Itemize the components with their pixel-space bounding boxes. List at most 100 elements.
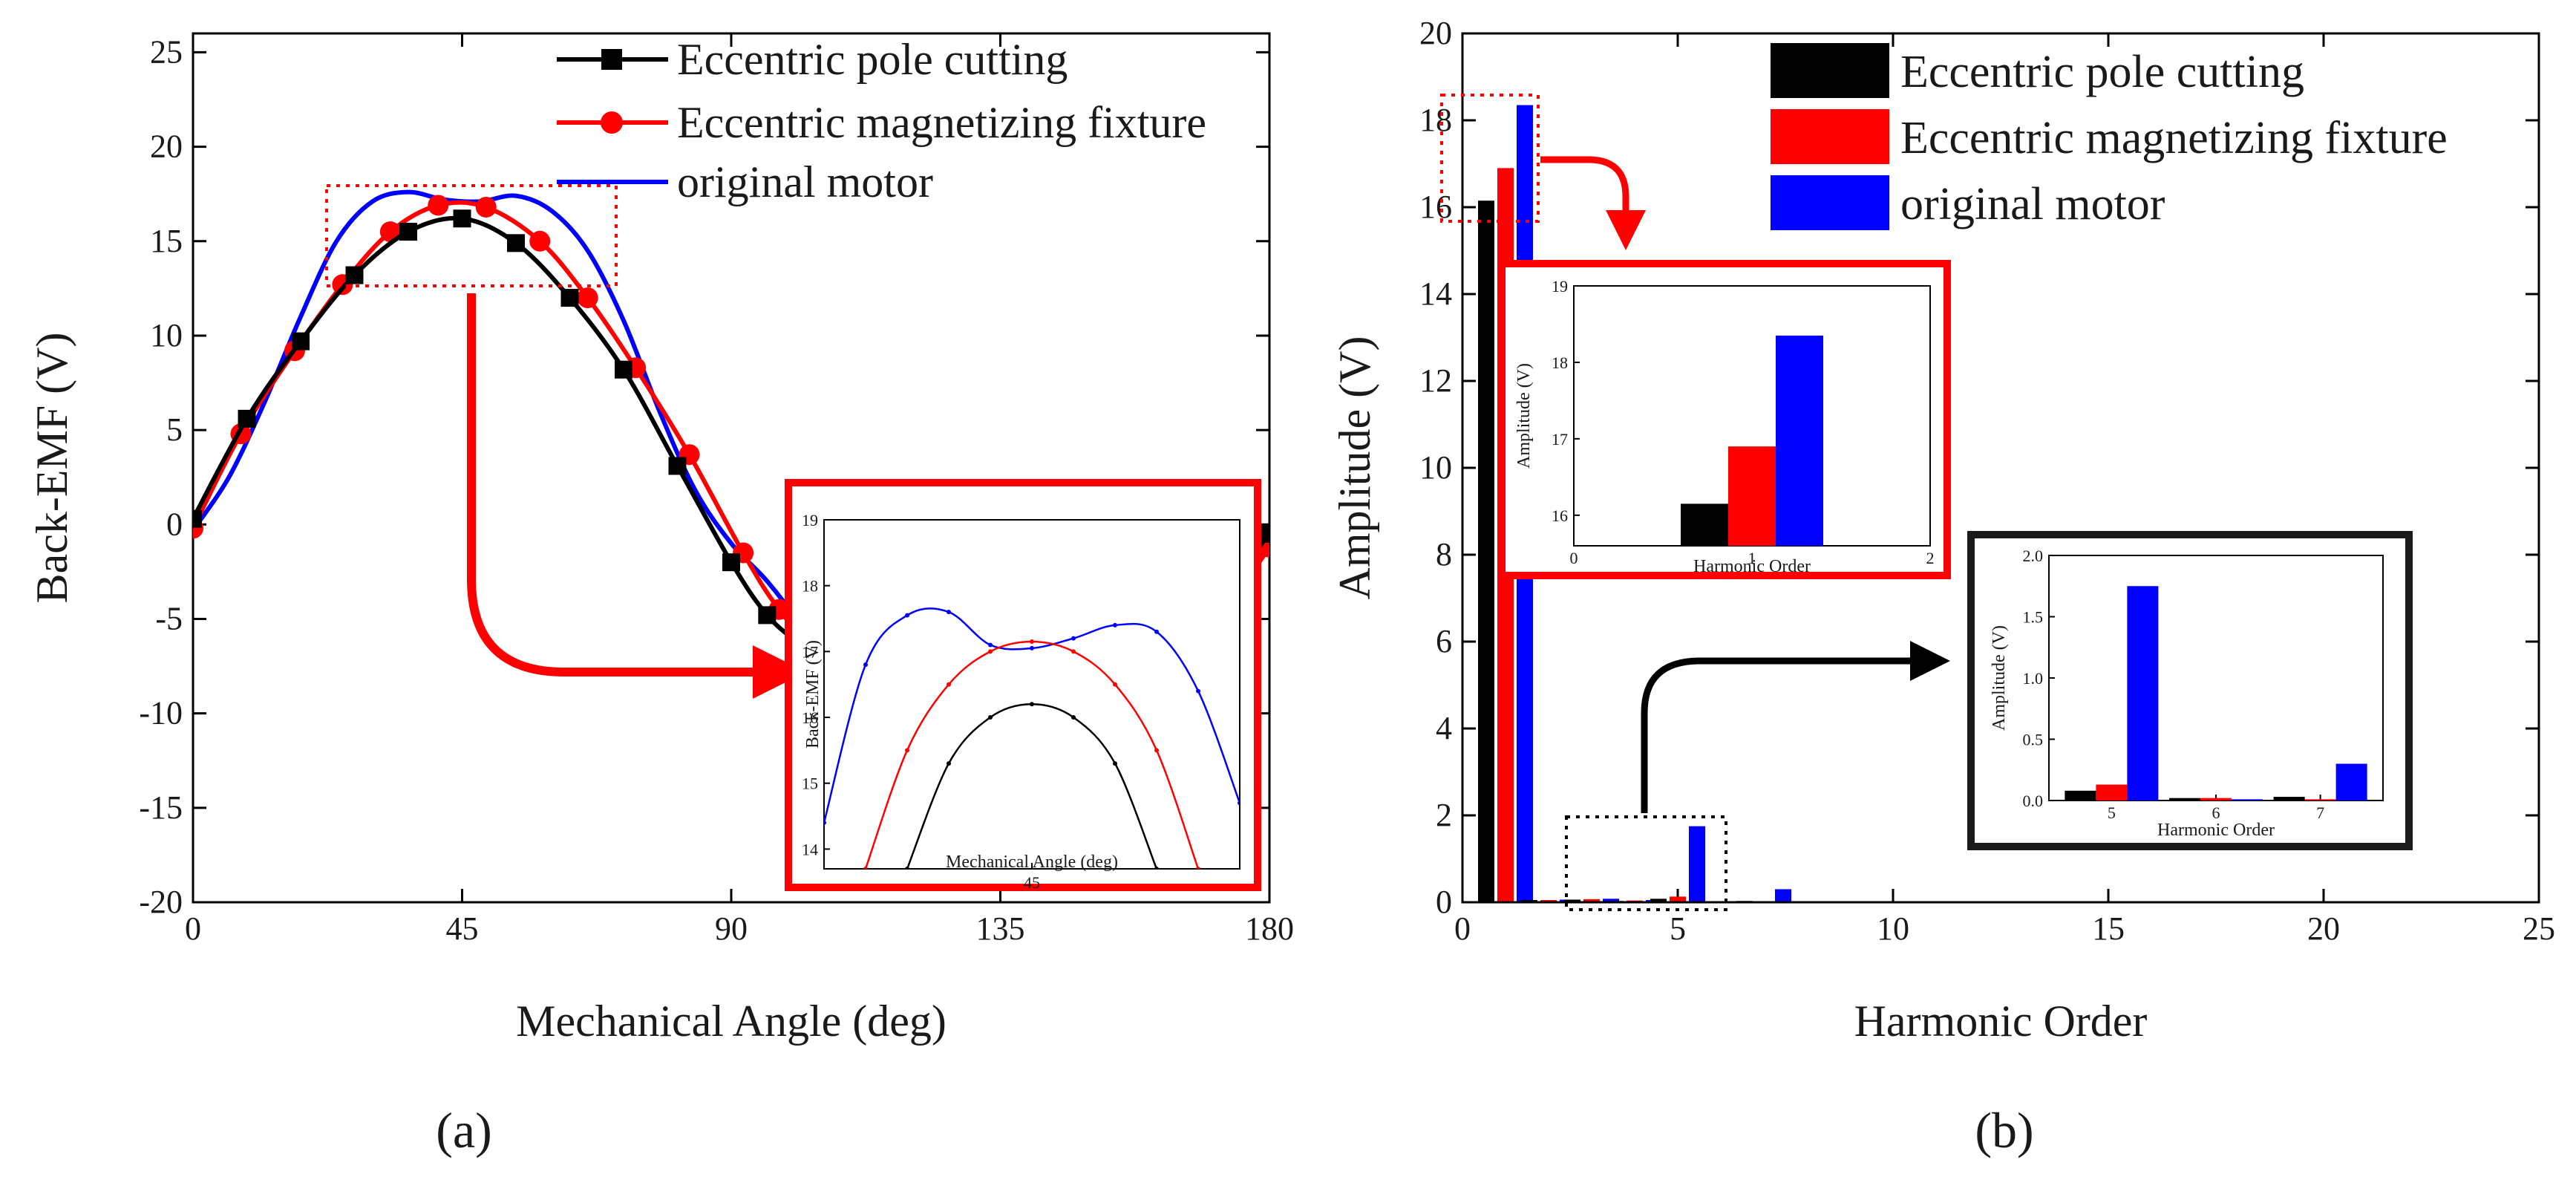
bar-original-motor-h5	[1689, 826, 1705, 902]
panel-b-x-ticks: 0 5 10 15 20 25	[1454, 33, 2555, 947]
bar-eccentric-magnetizing-fixture-h5	[1670, 896, 1686, 902]
panel-b-inset-fundamental-ylabel: Amplitude (V)	[1514, 363, 1534, 469]
marker-eccentric-pole-cutting	[722, 553, 740, 572]
inset-marker-eccentric-magnetizing-fixture	[947, 682, 951, 687]
inset-marker-original-motor	[1154, 629, 1159, 634]
inset-marker-eccentric-pole-cutting	[1113, 761, 1117, 766]
inset-a-ytick-label: 17	[802, 642, 818, 661]
legend-b-swatch-original	[1771, 175, 1889, 230]
panel-b-ytick-label: 6	[1436, 623, 1452, 659]
inset-marker-original-motor	[1238, 801, 1240, 806]
panel-b-inset-harmonics: 0.0 0.5 1.0 1.5 2.0 5 6 7 Harmonic Order Amplit…	[1967, 531, 2413, 850]
inset-marker-eccentric-pole-cutting	[988, 715, 993, 720]
legend-a-marker-pole-cutting	[601, 49, 622, 70]
inset-b1-ytick-label: 19	[1552, 277, 1568, 296]
panel-b-ytick-label: 16	[1419, 189, 1452, 225]
inset-b2-ytick-label: 1.0	[2023, 669, 2044, 688]
panel-b-ytick-label: 10	[1419, 449, 1452, 486]
inset-marker-original-motor	[824, 820, 826, 825]
bar-original-motor-h7	[1775, 889, 1791, 902]
panel-b-ylabel: Amplitude (V)	[1330, 336, 1379, 600]
bar-original-motor-h3	[1603, 899, 1619, 902]
marker-eccentric-pole-cutting	[758, 606, 777, 625]
marker-eccentric-magnetizing-fixture	[428, 195, 449, 216]
panel-b-ytick-label: 20	[1419, 15, 1452, 51]
panel-b-ytick-label: 18	[1419, 102, 1452, 138]
inset-marker-original-motor	[1030, 645, 1034, 651]
inset-b1-xtick-label: 2	[1926, 549, 1935, 567]
inset-b2-ytick-label: 1.5	[2023, 608, 2044, 627]
panel-a-inset-series	[824, 607, 1240, 869]
inset-b2-bar-original-motor-h5	[2127, 586, 2159, 801]
inset-b2-xtick-label: 6	[2212, 803, 2220, 822]
legend-b-swatch-pole-cutting	[1771, 43, 1889, 98]
inset-b1-ytick-label: 18	[1552, 353, 1568, 372]
panel-b-ytick-label: 4	[1436, 710, 1452, 746]
panel-a-inset-ylabel: Back-EMF (V)	[803, 640, 823, 749]
legend-b-pole-cutting: Eccentric pole cutting	[1900, 47, 2304, 97]
panel-a-xtick-label: 0	[185, 910, 201, 947]
inset-marker-eccentric-pole-cutting	[905, 867, 909, 869]
inset-b1-bar-original-motor-h1	[1776, 335, 1823, 546]
panel-b-inset-harmonics-ylabel: Amplitude (V)	[1990, 625, 2009, 731]
inset-marker-eccentric-pole-cutting	[1071, 715, 1076, 720]
panel-a-ytick-label: 15	[150, 223, 183, 259]
panel-b-xlabel: Harmonic Order	[1854, 997, 2148, 1046]
legend-a-pole-cutting: Eccentric pole cutting	[677, 35, 1068, 84]
inset-b2-xtick-label: 7	[2316, 803, 2324, 822]
panel-a-legend: Eccentric pole cutting Eccentric magneti…	[557, 35, 1206, 206]
panel-a-inset-border	[785, 479, 1261, 891]
marker-eccentric-pole-cutting	[399, 223, 417, 241]
inset-marker-original-motor	[947, 610, 951, 615]
inset-b2-bar-original-motor-h6	[2232, 799, 2263, 801]
legend-b-swatch-fixture	[1771, 109, 1889, 164]
legend-a-marker-fixture	[601, 111, 623, 134]
inset-marker-eccentric-pole-cutting	[1030, 702, 1034, 707]
panel-b-inset-harmonics-content: 0.0 0.5 1.0 1.5 2.0 5 6 7	[2023, 547, 2367, 822]
inset-marker-eccentric-magnetizing-fixture	[863, 867, 868, 869]
panel-a-ylabel: Back-EMF (V)	[27, 333, 76, 604]
marker-eccentric-pole-cutting	[615, 360, 632, 379]
panel-b-xtick-label: 15	[2092, 910, 2125, 947]
bar-eccentric-pole-cutting-h5	[1650, 899, 1667, 902]
inset-marker-original-motor	[988, 642, 993, 648]
panel-a-zoom-arrow	[467, 293, 806, 699]
panel-a-xtick-label: 180	[1245, 910, 1294, 947]
marker-eccentric-magnetizing-fixture	[529, 230, 551, 252]
panel-a-ytick-label: 20	[150, 128, 183, 165]
panel-b-inset-harmonics-xlabel: Harmonic Order	[2157, 821, 2275, 840]
panel-b-ytick-label: 2	[1436, 797, 1452, 833]
inset-b1-bar-eccentric-pole-cutting-h1	[1681, 503, 1728, 546]
marker-eccentric-pole-cutting	[560, 289, 579, 307]
inset-b1-ytick-label: 16	[1552, 506, 1568, 525]
marker-eccentric-pole-cutting	[668, 457, 687, 475]
inset-b2-bar-original-motor-h7	[2335, 763, 2367, 801]
panel-a-xtick-label: 135	[976, 910, 1025, 947]
panel-b-label: (b)	[1975, 1102, 2033, 1158]
inset-marker-original-motor	[1071, 636, 1076, 641]
inset-marker-eccentric-pole-cutting	[1154, 867, 1159, 869]
inset-b2-bar-eccentric-magnetizing-fixture-h5	[2096, 784, 2128, 801]
inset-marker-eccentric-magnetizing-fixture	[1154, 748, 1159, 753]
inset-line-original-motor	[824, 607, 1240, 824]
inset-b2-xtick-label: 5	[2108, 803, 2116, 822]
marker-eccentric-pole-cutting	[238, 409, 256, 428]
inset-b2-bar-eccentric-pole-cutting-h6	[2169, 798, 2200, 801]
panel-a-xtick-label: 90	[715, 910, 748, 947]
legend-b-original: original motor	[1900, 179, 2165, 229]
panel-a-ytick-label: -20	[139, 884, 183, 920]
panel-b-xtick-label: 20	[2307, 910, 2340, 947]
bar-eccentric-pole-cutting-h3	[1564, 899, 1580, 902]
panel-b-zoom-arrow-harmonics	[1641, 641, 1950, 813]
marker-eccentric-magnetizing-fixture	[577, 287, 598, 309]
panel-b-zoom-arrow-fundamental	[1540, 156, 1646, 250]
panel-b-ytick-label: 0	[1436, 884, 1452, 920]
inset-a-ytick-label: 18	[802, 577, 818, 596]
legend-a-fixture: Eccentric magnetizing fixture	[677, 98, 1206, 147]
inset-marker-eccentric-magnetizing-fixture	[905, 748, 909, 753]
panel-b-legend: Eccentric pole cutting Eccentric magneti…	[1771, 43, 2448, 230]
inset-b1-ytick-label: 17	[1552, 430, 1568, 449]
